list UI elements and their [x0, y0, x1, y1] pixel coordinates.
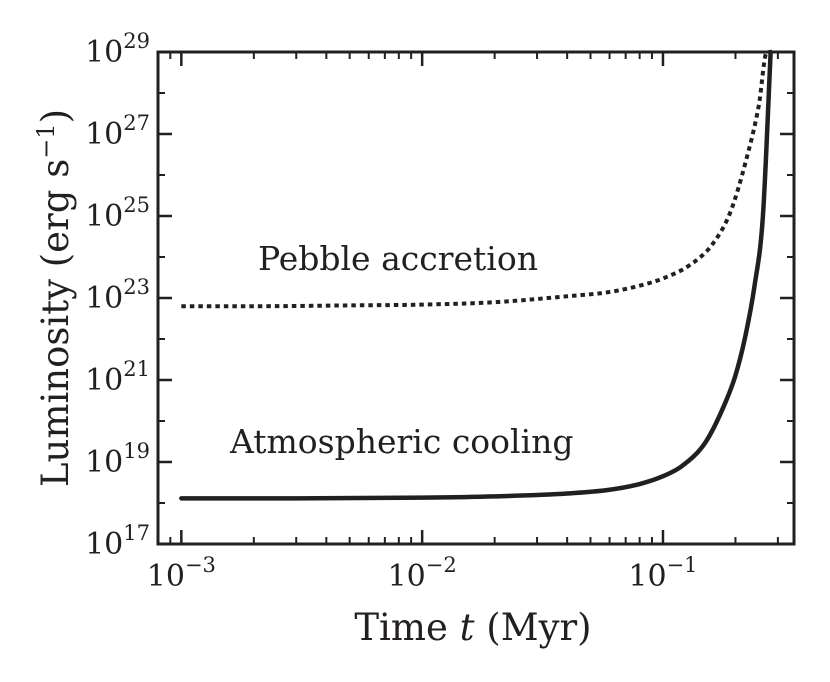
x-axis-label: Time t (Myr) [354, 606, 591, 649]
major-ticks [158, 50, 794, 546]
y-tick-label: 1017 [85, 521, 150, 562]
y-tick-label: 1021 [85, 357, 150, 398]
annotation-pebble-accretion: Pebble accretion [258, 239, 538, 278]
y-tick-label: 1025 [85, 193, 150, 234]
y-tick-labels: 1017 1019 1021 1023 1025 1027 1029 [85, 29, 150, 562]
y-tick-label: 1019 [85, 439, 150, 480]
x-tick-label: 10−3 [147, 553, 216, 594]
annotation-atmospheric-cooling: Atmospheric cooling [229, 422, 574, 461]
series-layer [179, 49, 773, 501]
x-tick-label: 10−2 [388, 553, 457, 594]
minor-ticks [157, 52, 794, 544]
y-tick-label: 1023 [85, 275, 150, 316]
plot-frame [156, 50, 796, 546]
y-tick-label: 1029 [85, 29, 150, 70]
y-tick-label: 1027 [85, 111, 150, 152]
x-tick-labels: 10−3 10−2 10−1 [147, 553, 698, 594]
x-tick-label: 10−1 [628, 553, 697, 594]
y-axis-label: Luminosity (erg s−1) [32, 109, 77, 487]
series-line-pebble-accretion [181, 49, 771, 309]
series-line-atmospheric-cooling [179, 49, 773, 501]
